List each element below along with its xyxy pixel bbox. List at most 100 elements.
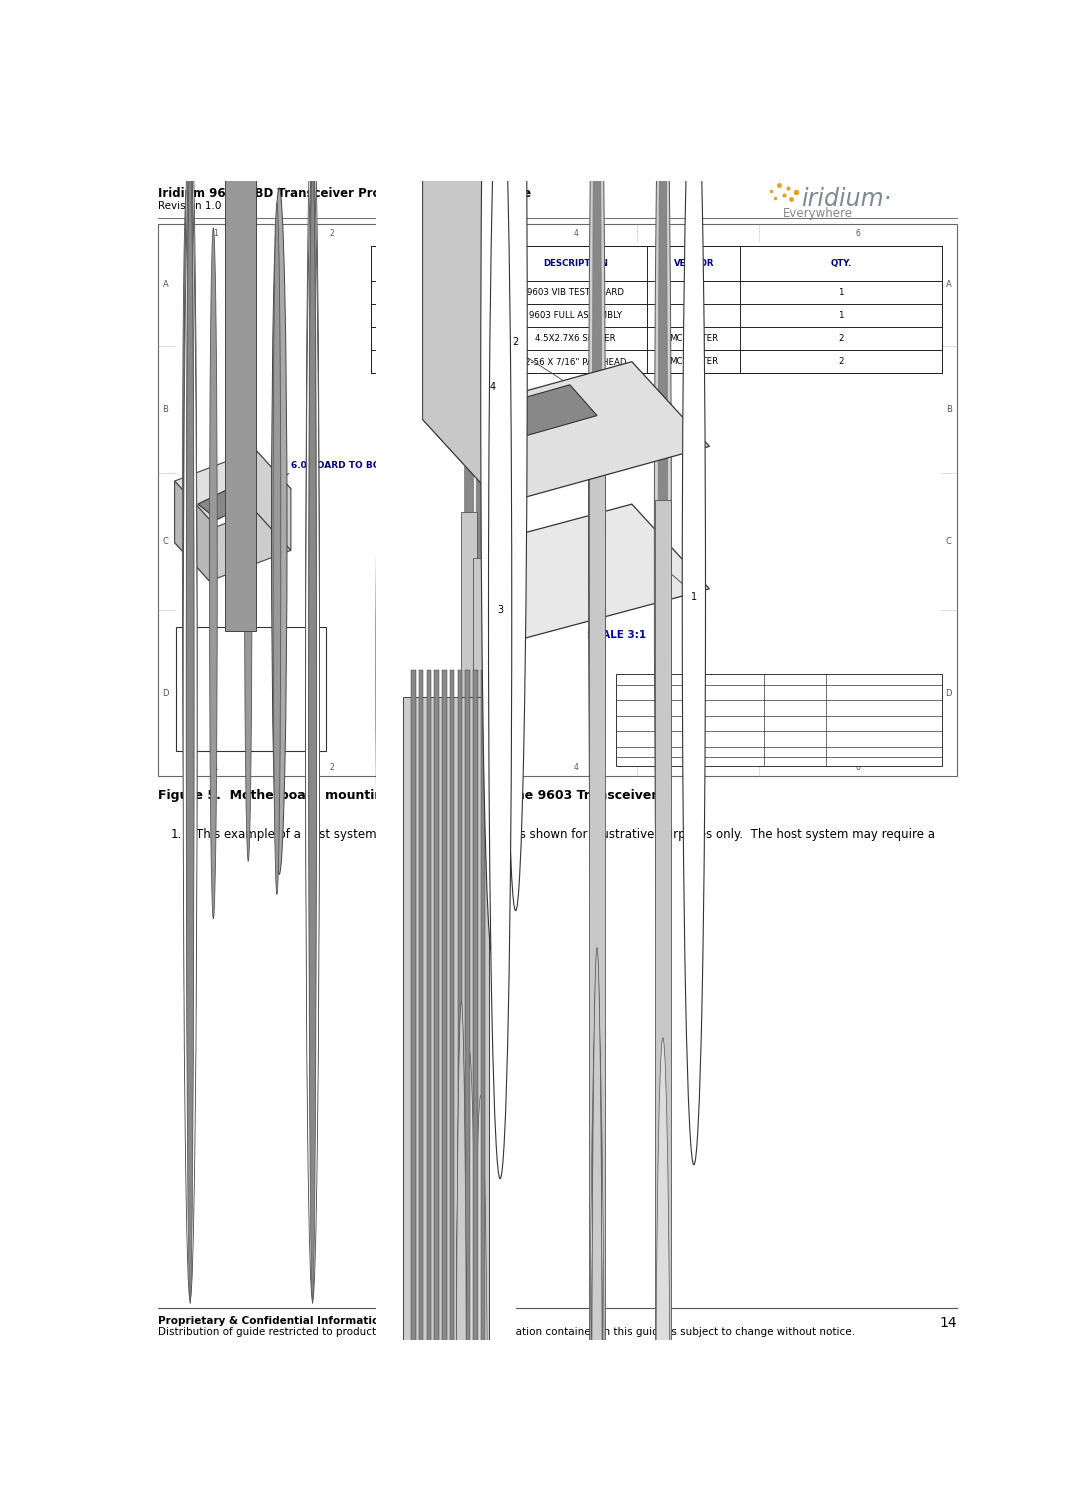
Ellipse shape — [245, 170, 252, 861]
Ellipse shape — [309, 86, 316, 1238]
Ellipse shape — [455, 1020, 466, 1506]
Text: 9603 VIB TEST BOARD: 9603 VIB TEST BOARD — [527, 288, 624, 297]
Text: 2: 2 — [397, 310, 402, 319]
Text: 2: 2 — [512, 337, 518, 348]
Text: 6.0 BOARD TO BOARD HEIGHT: 6.0 BOARD TO BOARD HEIGHT — [291, 461, 443, 470]
Ellipse shape — [455, 1032, 466, 1506]
Text: 2: 2 — [838, 334, 844, 343]
Ellipse shape — [655, 1038, 671, 1506]
Text: 90272A080: 90272A080 — [441, 357, 491, 366]
Ellipse shape — [473, 1095, 488, 1506]
Bar — [442, 670, 447, 1506]
Text: ITEM NO.: ITEM NO. — [378, 259, 422, 268]
Text: 3: 3 — [450, 229, 455, 238]
Ellipse shape — [461, 0, 477, 1148]
Ellipse shape — [591, 959, 602, 1506]
Bar — [371, 245, 941, 373]
Text: 1: 1 — [691, 592, 697, 601]
Ellipse shape — [591, 953, 602, 1506]
Text: A4: A4 — [875, 714, 892, 726]
Polygon shape — [488, 384, 597, 438]
Ellipse shape — [464, 0, 474, 1149]
Text: DETAIL B: DETAIL B — [423, 727, 468, 736]
Polygon shape — [175, 450, 291, 520]
Text: This example of a host system motherboard footprint is shown for illustrative pu: This example of a host system motherboar… — [197, 827, 935, 840]
Ellipse shape — [504, 0, 527, 911]
Text: VENDOR: VENDOR — [674, 259, 714, 268]
Ellipse shape — [461, 1050, 477, 1506]
Text: 2: 2 — [329, 229, 335, 238]
Ellipse shape — [183, 193, 190, 884]
Text: 2-56 X 7/16" PAN HEAD: 2-56 X 7/16" PAN HEAD — [525, 357, 626, 366]
Bar — [376, 0, 515, 1506]
Ellipse shape — [591, 967, 602, 1506]
Text: Everywhere: Everywhere — [783, 206, 853, 220]
Bar — [461, 512, 477, 1506]
Text: D: D — [946, 688, 952, 697]
Text: 1: 1 — [213, 229, 218, 238]
Ellipse shape — [592, 0, 601, 1104]
Text: B: B — [162, 405, 168, 414]
Ellipse shape — [591, 979, 602, 1506]
Text: A: A — [162, 280, 168, 289]
Text: 4.5X2.7X6 SPACER: 4.5X2.7X6 SPACER — [536, 334, 616, 343]
Bar — [450, 670, 454, 1506]
Text: 1: 1 — [838, 310, 844, 319]
Ellipse shape — [210, 227, 217, 919]
Ellipse shape — [455, 1014, 466, 1506]
Text: SCALE: SCALE — [784, 703, 805, 709]
Text: Iridium 9603 SBD Transceiver Product Developers Guide: Iridium 9603 SBD Transceiver Product Dev… — [158, 187, 530, 200]
Bar — [176, 628, 326, 750]
Text: MCMASTER: MCMASTER — [670, 334, 719, 343]
Text: B: B — [946, 405, 952, 414]
Text: 3: 3 — [450, 764, 455, 773]
Bar — [458, 670, 462, 1506]
Text: 2: 2 — [838, 357, 844, 366]
Text: DESCRIPTION: DESCRIPTION — [544, 259, 608, 268]
Bar — [589, 465, 604, 1506]
Text: C: C — [162, 538, 168, 547]
Ellipse shape — [183, 89, 197, 1235]
Bar — [225, 0, 257, 631]
Text: PART NUMBER: PART NUMBER — [432, 259, 501, 268]
Text: 3/29/2012: 3/29/2012 — [775, 690, 814, 699]
Ellipse shape — [488, 42, 512, 1179]
Text: 5: 5 — [696, 229, 701, 238]
Ellipse shape — [183, 155, 197, 1300]
Bar — [473, 559, 488, 1506]
Text: 94669A100: 94669A100 — [441, 334, 491, 343]
Text: ISSUE DATE: ISSUE DATE — [774, 676, 815, 682]
Ellipse shape — [186, 152, 193, 1303]
Ellipse shape — [591, 947, 602, 1506]
Polygon shape — [175, 480, 210, 581]
Text: A: A — [792, 742, 797, 751]
Text: 14: 14 — [939, 1316, 957, 1330]
Polygon shape — [488, 0, 515, 438]
Polygon shape — [430, 505, 710, 643]
Text: TOLERANCING PER: TOLERANCING PER — [658, 717, 723, 723]
Ellipse shape — [455, 1001, 466, 1506]
Text: QTY.: QTY. — [830, 259, 852, 268]
Text: PCB112: PCB112 — [450, 288, 484, 297]
Text: 1:1: 1:1 — [789, 715, 801, 724]
Text: PIN LOCATIONS: PIN LOCATIONS — [409, 753, 484, 764]
Ellipse shape — [305, 155, 320, 1300]
Text: Distribution of guide restricted to product developers only  •  Information cont: Distribution of guide restricted to prod… — [158, 1327, 854, 1337]
Text: 6: 6 — [855, 229, 860, 238]
Bar — [655, 500, 671, 1506]
Text: Revision 1.0: Revision 1.0 — [158, 200, 221, 211]
Ellipse shape — [654, 0, 672, 1131]
Text: Figure 5.  Motherboard mounting suggestions for the 9603 Transceiver: Figure 5. Motherboard mounting suggestio… — [158, 789, 657, 803]
Text: GEOMETRIC: GEOMETRIC — [670, 703, 711, 709]
Bar — [418, 670, 424, 1506]
Text: mm: mm — [876, 690, 891, 699]
Text: REVISION: REVISION — [778, 730, 811, 736]
Text: 4: 4 — [574, 764, 579, 773]
Text: 5: 5 — [696, 764, 701, 773]
Text: SCALE 4 : 1: SCALE 4 : 1 — [417, 738, 475, 747]
Bar — [403, 697, 488, 1506]
Ellipse shape — [591, 973, 602, 1506]
Ellipse shape — [309, 152, 316, 1303]
Text: 4: 4 — [397, 357, 402, 366]
Ellipse shape — [683, 29, 705, 1164]
